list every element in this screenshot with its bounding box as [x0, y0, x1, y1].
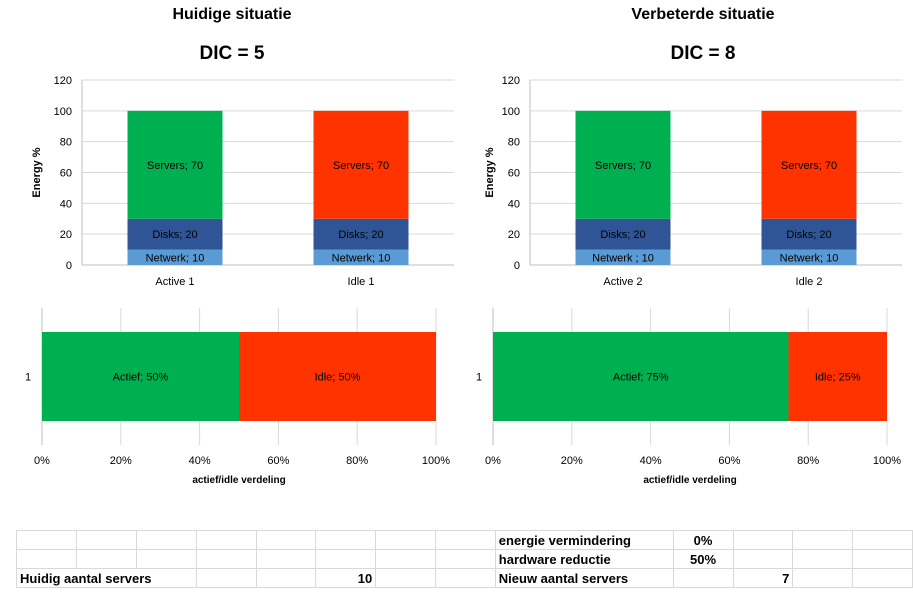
data-label: Idle; 50%: [315, 372, 361, 384]
y-axis-label: Energy %: [484, 147, 496, 197]
x-axis-label: actief/idle verdeling: [643, 475, 736, 486]
category-label: 1: [476, 372, 482, 384]
y-tick-label: 60: [508, 168, 520, 180]
bar-segment: [761, 218, 857, 250]
x-tick-label: Active 2: [603, 276, 642, 288]
y-tick-label: 120: [54, 75, 72, 87]
x-tick-label: 40%: [189, 455, 211, 467]
bar-segment: [761, 110, 857, 219]
y-tick-label: 0: [514, 260, 520, 272]
data-label: Disks; 20: [152, 229, 197, 241]
x-axis-label: actief/idle verdeling: [192, 475, 285, 486]
bar-segment: [493, 332, 789, 421]
energie-value: 0%: [672, 530, 734, 550]
y-tick-label: 20: [508, 229, 520, 241]
bar-segment: [239, 332, 436, 421]
table-row: energie vermindering 0%: [16, 530, 913, 550]
bar-segment: [761, 249, 857, 265]
table-row: hardware reductie 50%: [16, 549, 913, 569]
bar-segment: [127, 110, 223, 219]
data-label: Netwerk ; 10: [592, 252, 654, 264]
bar-segment: [575, 218, 671, 250]
y-tick-label: 80: [60, 137, 72, 149]
data-label: Netwerk; 10: [780, 252, 839, 264]
y-tick-label: 100: [502, 106, 520, 118]
x-tick-label: 40%: [640, 455, 662, 467]
energie-label: energie vermindering: [494, 530, 674, 550]
y-tick-label: 40: [60, 198, 72, 210]
bar-segment: [313, 110, 409, 219]
x-tick-label: 60%: [267, 455, 289, 467]
x-tick-label: 80%: [797, 455, 819, 467]
summary-table: energie vermindering 0% hardware reducti…: [16, 530, 913, 588]
data-label: Servers; 70: [147, 160, 203, 172]
x-tick-label: 20%: [110, 455, 132, 467]
table-row: Huidig aantal servers 10 Nieuw aantal se…: [16, 568, 913, 588]
x-tick-label: Idle 1: [348, 276, 375, 288]
category-label: 1: [25, 372, 31, 384]
data-label: Actief; 50%: [113, 372, 169, 384]
nieuw-label: Nieuw aantal servers: [494, 568, 674, 588]
x-tick-label: 100%: [873, 455, 901, 467]
y-tick-label: 20: [60, 229, 72, 241]
data-label: Disks; 20: [786, 229, 831, 241]
data-label: Disks; 20: [600, 229, 645, 241]
y-tick-label: 80: [508, 137, 520, 149]
left-panel-title: Huidige situatie: [172, 6, 292, 23]
y-tick-label: 0: [66, 260, 72, 272]
x-tick-label: 80%: [346, 455, 368, 467]
x-tick-label: 0%: [485, 455, 501, 467]
x-tick-label: 20%: [561, 455, 583, 467]
left-panel-dic: DIC = 5: [199, 43, 265, 64]
bar-segment: [313, 249, 409, 265]
huidig-value: 10: [315, 568, 377, 588]
right-panel-dic: DIC = 8: [670, 43, 736, 64]
bar-segment: [42, 332, 239, 421]
data-label: Actief; 75%: [613, 372, 669, 384]
right-panel-title: Verbeterde situatie: [631, 6, 775, 23]
hardware-label: hardware reductie: [494, 549, 674, 569]
y-tick-label: 40: [508, 198, 520, 210]
bar-segment: [127, 218, 223, 250]
x-tick-label: Idle 2: [796, 276, 823, 288]
bar-segment: [575, 110, 671, 219]
hardware-value: 50%: [672, 549, 734, 569]
x-tick-label: 100%: [422, 455, 450, 467]
data-label: Servers; 70: [781, 160, 837, 172]
bar-segment: [788, 332, 887, 421]
y-tick-label: 120: [502, 75, 520, 87]
huidig-label: Huidig aantal servers: [16, 568, 197, 588]
x-tick-label: 0%: [34, 455, 50, 467]
x-tick-label: 60%: [718, 455, 740, 467]
bar-segment: [313, 218, 409, 250]
data-label: Disks; 20: [338, 229, 383, 241]
x-tick-label: Active 1: [155, 276, 194, 288]
y-tick-label: 100: [54, 106, 72, 118]
data-label: Netwerk; 10: [146, 252, 205, 264]
data-label: Idle; 25%: [815, 372, 861, 384]
y-axis-label: Energy %: [31, 147, 43, 197]
y-tick-label: 60: [60, 168, 72, 180]
bar-segment: [575, 249, 671, 265]
bar-segment: [127, 249, 223, 265]
data-label: Servers; 70: [595, 160, 651, 172]
data-label: Servers; 70: [333, 160, 389, 172]
data-label: Netwerk; 10: [332, 252, 391, 264]
nieuw-value: 7: [732, 568, 794, 588]
